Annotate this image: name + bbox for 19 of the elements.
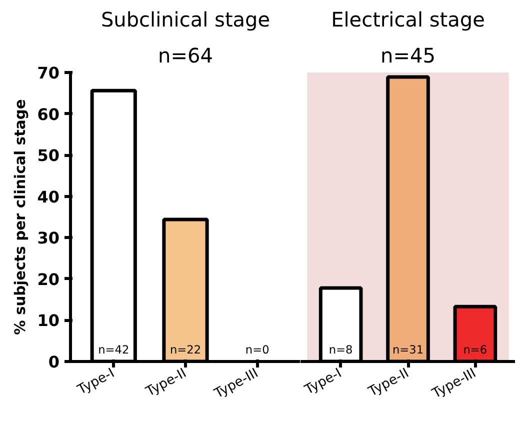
annotation: n=22 [170, 342, 202, 356]
y-tick-label: 30 [37, 228, 60, 248]
y-tick-label: 0 [48, 352, 60, 372]
annotation: n=42 [98, 342, 130, 356]
annotation: n=31 [392, 342, 424, 356]
chart-title: Electrical stage [331, 8, 485, 32]
annotation: n=0 [245, 342, 270, 356]
y-tick-label: 60 [37, 104, 60, 124]
annotation: n=8 [328, 342, 353, 356]
y-axis-title: % subjects per clinical stage [12, 99, 30, 335]
chart-subtitle: n=45 [380, 44, 436, 68]
chart-title: Subclinical stage [100, 8, 270, 32]
y-tick-label: 40 [37, 187, 60, 206]
y-tick-label: 70 [37, 64, 60, 82]
y-tick-label: 20 [37, 270, 60, 289]
y-tick-label: 10 [37, 311, 60, 330]
chart-subtitle: n=64 [158, 44, 213, 68]
annotation: n=6 [463, 342, 488, 356]
y-tick-label: 50 [37, 146, 60, 166]
